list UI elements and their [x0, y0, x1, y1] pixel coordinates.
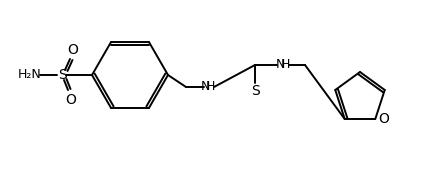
Text: H: H: [280, 57, 290, 71]
Text: H: H: [205, 80, 215, 92]
Text: N: N: [275, 57, 285, 71]
Text: O: O: [65, 93, 76, 107]
Text: O: O: [378, 112, 389, 126]
Text: N: N: [200, 80, 210, 92]
Text: S: S: [251, 84, 259, 98]
Text: O: O: [68, 43, 78, 57]
Text: S: S: [58, 68, 66, 82]
Text: H₂N: H₂N: [18, 67, 42, 81]
